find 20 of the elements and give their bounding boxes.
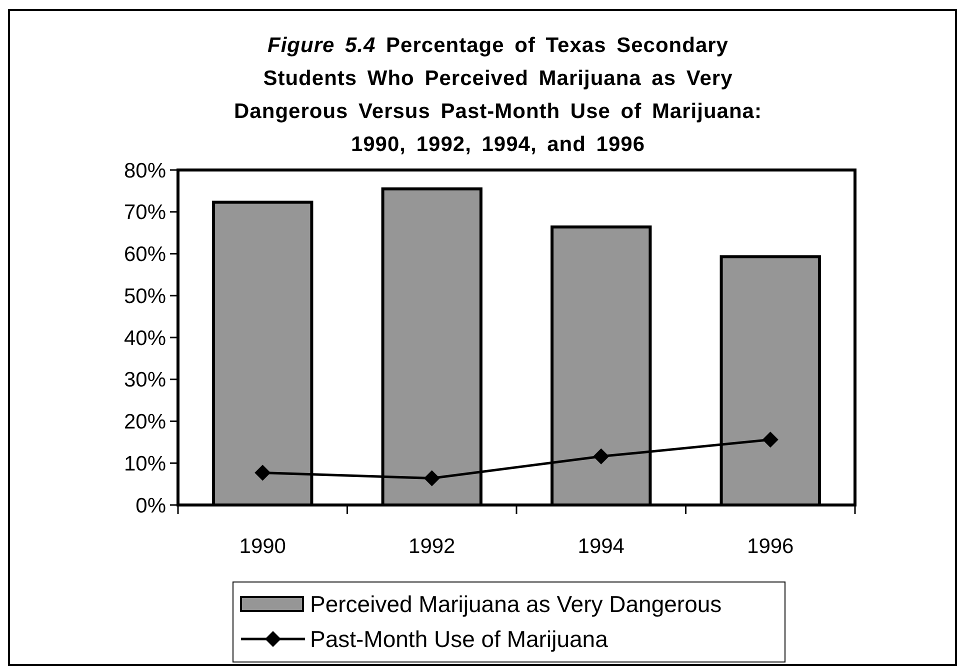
x-tick-label: 1996 xyxy=(747,535,794,558)
y-tick-label: 70% xyxy=(124,201,166,224)
x-tick-label: 1992 xyxy=(408,535,456,558)
y-tick-label: 80% xyxy=(124,159,166,182)
y-tick-label: 10% xyxy=(124,452,166,476)
y-tick-label: 30% xyxy=(124,368,166,392)
y-tick-label: 50% xyxy=(124,284,166,308)
legend-label: Past-Month Use of Marijuana xyxy=(310,626,608,652)
y-tick-label: 20% xyxy=(124,410,166,434)
point xyxy=(762,432,778,448)
x-tick-label: 1994 xyxy=(578,535,625,558)
point xyxy=(424,470,440,486)
y-tick-label: 0% xyxy=(136,494,166,518)
y-tick-label: 40% xyxy=(124,326,166,350)
legend-label: Perceived Marijuana as Very Dangerous xyxy=(310,591,722,618)
x-tick-label: 1990 xyxy=(239,535,286,558)
point xyxy=(254,464,271,481)
point xyxy=(593,448,610,464)
chart-title: Figure 5.4 Percentage of Texas Secondary Students Who Perceived Marijuana as Very Dangerous Versus Past-Month Use of Marijuana: 1990, 1992, 1994, and 1996 xyxy=(234,34,762,156)
y-tick-label: 60% xyxy=(124,243,166,266)
